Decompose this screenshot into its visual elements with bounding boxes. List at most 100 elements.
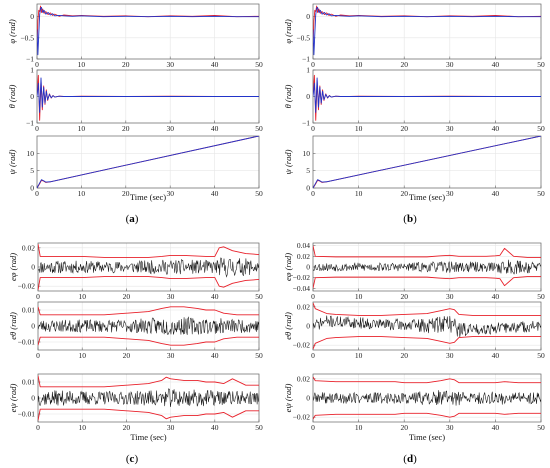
x-tick-label: 10: [355, 124, 363, 133]
x-tick-label: 40: [211, 60, 219, 69]
y-tick-label: 0.02: [297, 302, 310, 311]
series-line-2: [313, 336, 541, 350]
panel-b: 0 10 20 30 40 500−0.5−1φ (rad)0 10 20 30 40 5010−1…: [283, 3, 545, 225]
y-tick-label: 0: [306, 263, 310, 272]
x-tick-label: 30: [446, 423, 454, 432]
series-error-line: [313, 259, 541, 275]
x-tick-label: 40: [211, 292, 219, 301]
x-tick-label: 10: [78, 292, 86, 301]
series-line-1: [38, 375, 259, 388]
x-axis-label: Time (sec): [409, 192, 445, 202]
y-axis-label: eθ (rad): [283, 312, 293, 340]
x-tick-label: 40: [492, 124, 500, 133]
panel-label: (d): [403, 453, 417, 465]
x-tick-label: 0: [311, 60, 315, 69]
y-tick-label: 0.02: [297, 252, 310, 261]
y-axis-label: ψ (rad): [283, 149, 293, 174]
x-tick-label: 30: [166, 124, 174, 133]
x-tick-label: 50: [255, 60, 263, 69]
x-tick-label: 0: [311, 351, 315, 360]
series-line-2: [37, 136, 259, 188]
x-axis-label: Time (sec): [130, 192, 166, 202]
axes-frame: [312, 3, 542, 60]
y-axis-label: φ (rad): [7, 19, 17, 43]
series-error-line: [38, 388, 259, 408]
y-tick-label: −0.02: [293, 413, 311, 422]
plot-area: [313, 376, 541, 420]
plot-area: [313, 302, 541, 350]
y-tick-label: −0.01: [18, 338, 36, 347]
series-line-2: [38, 408, 259, 421]
y-axis-label: eψ (rad): [283, 384, 293, 413]
y-axis-label: eφ (rad): [283, 253, 293, 281]
plot-area: [38, 243, 259, 291]
y-tick-label: 0.04: [297, 241, 310, 250]
x-tick-label: 50: [537, 423, 545, 432]
plot-area: [313, 74, 541, 121]
x-tick-label: 30: [166, 60, 174, 69]
x-tick-label: 30: [446, 189, 454, 198]
series-line-1: [313, 302, 541, 316]
x-tick-label: 40: [211, 423, 219, 432]
x-tick-label: 20: [400, 189, 408, 198]
x-tick-label: 50: [537, 292, 545, 301]
series-line-2: [37, 6, 259, 56]
x-tick-label: 10: [355, 423, 363, 432]
x-tick-label: 50: [537, 124, 545, 133]
y-tick-label: 5: [306, 166, 310, 175]
y-axis-label: eθ (rad): [8, 312, 18, 340]
series-line-1: [37, 136, 259, 188]
x-tick-label: 50: [255, 124, 263, 133]
x-tick-label: 50: [255, 423, 263, 432]
series-line-2: [37, 77, 259, 113]
x-tick-label: 30: [167, 292, 175, 301]
panel-label: (a): [126, 213, 139, 225]
y-tick-label: 1: [30, 66, 34, 75]
x-tick-label: 40: [492, 351, 500, 360]
x-tick-label: 40: [492, 60, 500, 69]
series-line-2: [313, 6, 541, 56]
series-line-1: [313, 245, 541, 258]
x-tick-label: 0: [35, 60, 39, 69]
y-tick-label: 0: [306, 12, 310, 21]
series-line-1: [313, 5, 541, 47]
y-tick-label: 0: [30, 12, 34, 21]
y-tick-label: 0: [306, 394, 310, 403]
x-tick-label: 10: [78, 189, 86, 198]
x-tick-label: 0: [36, 351, 40, 360]
series-line-2: [313, 412, 541, 420]
y-tick-label: 10: [27, 149, 35, 158]
y-axis-label: θ (rad): [283, 84, 293, 108]
series-line-1: [313, 74, 541, 121]
x-tick-label: 10: [355, 60, 363, 69]
y-axis-label: θ (rad): [7, 84, 17, 108]
x-tick-label: 20: [123, 423, 131, 432]
x-tick-label: 0: [311, 124, 315, 133]
y-tick-label: 0: [30, 92, 34, 101]
plot-area: [313, 245, 541, 289]
panel-label: (c): [126, 453, 139, 465]
plot-area: [38, 375, 259, 421]
y-tick-label: 0.02: [297, 374, 310, 383]
x-tick-label: 30: [446, 351, 454, 360]
y-tick-label: 0: [31, 322, 35, 331]
series-line-1: [313, 376, 541, 384]
x-tick-label: 20: [122, 189, 130, 198]
series-line-1: [38, 306, 259, 316]
series-line-2: [313, 136, 541, 188]
y-tick-label: 0: [306, 322, 310, 331]
x-tick-label: 30: [167, 351, 175, 360]
series-error-line: [38, 316, 259, 335]
y-axis-label: φ (rad): [283, 19, 293, 43]
x-tick-label: 20: [400, 124, 408, 133]
x-tick-label: 0: [35, 124, 39, 133]
y-tick-label: 0.01: [22, 306, 35, 315]
x-tick-label: 10: [355, 292, 363, 301]
